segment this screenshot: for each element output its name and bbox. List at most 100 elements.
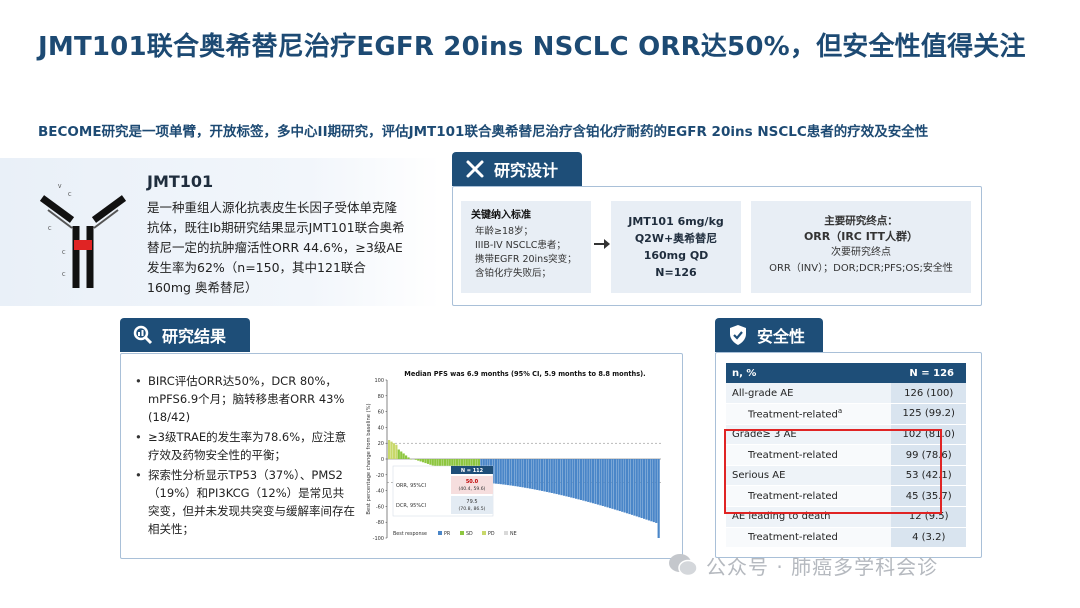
legend-swatch: [504, 531, 508, 535]
waterfall-bar: [596, 459, 600, 505]
drug-name: JMT101: [147, 172, 214, 191]
wechat-icon: [669, 554, 698, 577]
waterfall-bar: [388, 440, 391, 459]
list-item: BIRC评估ORR达50%，DCR 80%，mPFS6.9个月；脑转移患者ORR…: [135, 372, 355, 426]
y-tick-label: 100: [374, 378, 384, 384]
design-box: 关键纳入标准 年龄≥18岁； IIIB-IV NSCLC患者； 携带EGFR 2…: [452, 186, 982, 306]
waterfall-bar: [628, 459, 631, 515]
waterfall-bar: [536, 459, 539, 490]
row-label: Serious AE: [726, 465, 892, 487]
waterfall-bar: [541, 459, 544, 491]
magnifier-chart-icon: [132, 324, 154, 346]
waterfall-bar: [594, 459, 597, 504]
y-tick-label: 40: [378, 425, 384, 431]
criteria-item: IIIB-IV NSCLC患者；: [475, 240, 566, 251]
waterfall-bar: [441, 459, 444, 469]
tools-icon: [464, 158, 486, 180]
waterfall-bar: [392, 443, 396, 459]
waterfall-bar: [562, 459, 566, 496]
endpoints: 主要研究终点： ORR（IRC ITT人群） 次要研究终点 ORR（INV）；D…: [751, 201, 971, 293]
y-axis-label: Best percentage change from baseline (%): [366, 403, 372, 514]
waterfall-bar: [511, 459, 515, 486]
primary-endpoint-title: 主要研究终点：: [824, 215, 898, 227]
waterfall-bar: [579, 459, 583, 500]
design-header: 研究设计: [452, 152, 582, 186]
inset-row-ci: (40.4, 59.6): [459, 486, 486, 492]
waterfall-bar: [545, 459, 549, 492]
waterfall-bar: [407, 457, 410, 459]
waterfall-bar: [519, 459, 522, 487]
svg-text:C: C: [62, 272, 66, 278]
waterfall-bar: [543, 459, 546, 492]
waterfall-bar: [402, 453, 405, 459]
waterfall-bar: [558, 459, 561, 495]
inset-row-ci: (70.8, 86.5): [459, 506, 486, 512]
waterfall-bar: [560, 459, 563, 496]
waterfall-bar: [422, 459, 425, 463]
results-header: 研究结果: [120, 318, 250, 352]
waterfall-bar: [613, 459, 617, 510]
waterfall-bar: [567, 459, 570, 497]
design-header-label: 研究设计: [494, 161, 559, 180]
y-tick-label: -100: [373, 536, 384, 542]
regimen-line: JMT101 6mg/kg: [628, 215, 724, 228]
waterfall-bar: [492, 459, 495, 484]
safety-header: 安全性: [715, 318, 823, 352]
legend-label: NE: [510, 531, 517, 537]
waterfall-bar: [434, 459, 437, 467]
legend-label: PR: [444, 531, 451, 537]
col-header-n: n, %: [726, 363, 892, 383]
table-row: Serious AE 53 (42.1): [726, 465, 966, 487]
waterfall-bar: [553, 459, 556, 494]
waterfall-bar: [417, 459, 420, 461]
waterfall-bar: [657, 459, 660, 538]
waterfall-bar: [443, 459, 447, 470]
waterfall-bar: [524, 459, 527, 488]
waterfall-bar: [499, 459, 502, 485]
criteria-item: 携带EGFR 20ins突变；: [475, 254, 577, 265]
waterfall-bar: [606, 459, 609, 508]
waterfall-bar: [448, 459, 451, 472]
waterfall-bar: [526, 459, 529, 489]
waterfall-bar: [521, 459, 524, 488]
row-value: 126 (100): [891, 383, 966, 405]
waterfall-bar: [650, 459, 653, 522]
inset-header-bg: [451, 466, 493, 474]
chart-title: Median PFS was 6.9 months (95% CI, 5.9 m…: [404, 370, 645, 378]
regimen: JMT101 6mg/kg Q2W+奥希替尼 160mg QD N=126: [611, 201, 741, 293]
waterfall-bar: [572, 459, 575, 499]
waterfall-bar: [504, 459, 507, 485]
waterfall-bar: [429, 459, 432, 465]
waterfall-bar: [626, 459, 629, 514]
waterfall-bar: [582, 459, 585, 501]
waterfall-bar: [565, 459, 568, 497]
watermark-text: 公众号 · 肺癌多学科会诊: [706, 554, 939, 579]
waterfall-bar: [550, 459, 553, 493]
page-title: JMT101联合奥希替尼治疗EGFR 20ins NSCLC ORR达50%，但…: [38, 32, 1026, 62]
row-value: 99 (78.6): [891, 444, 966, 466]
highlight-box: [724, 429, 942, 514]
waterfall-bar: [419, 459, 422, 462]
waterfall-bar: [584, 459, 587, 502]
table-row: Treatment-related 45 (35.7): [726, 485, 966, 508]
waterfall-bar: [436, 459, 439, 468]
waterfall-bar: [400, 451, 403, 459]
waterfall-bar: [575, 459, 578, 499]
waterfall-bar: [601, 459, 604, 506]
criteria-item: 年龄≥18岁；: [475, 226, 534, 237]
safety-header-label: 安全性: [757, 327, 806, 346]
inset-row-label: ORR, 95%CI: [396, 483, 426, 489]
waterfall-bar: [647, 459, 651, 521]
waterfall-bar: [516, 459, 519, 487]
waterfall-bar: [451, 459, 454, 473]
waterfall-bar: [395, 444, 398, 459]
legend-swatch: [438, 531, 442, 535]
primary-endpoint: ORR（IRC ITT人群）: [803, 230, 919, 243]
footnote-mark: a: [837, 407, 843, 416]
row-value: 12 (9.5): [891, 506, 966, 528]
criteria-title: 关键纳入标准: [471, 210, 531, 221]
row-label: Treatment-relateda: [726, 403, 892, 425]
waterfall-bar: [599, 459, 602, 506]
y-tick-label: 80: [378, 394, 384, 400]
